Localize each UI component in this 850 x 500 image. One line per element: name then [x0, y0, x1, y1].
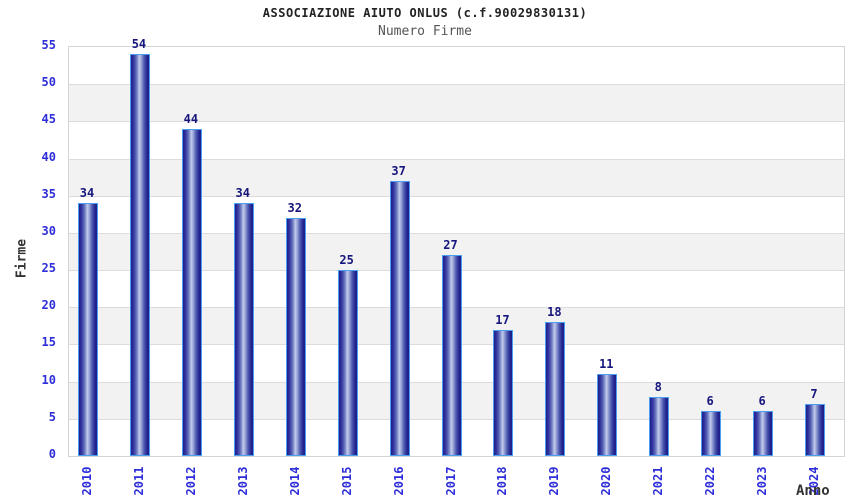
gridline	[69, 158, 844, 160]
x-tick-label-2016: 2016	[391, 466, 406, 496]
bar-2011	[129, 54, 150, 456]
bar-value-2015: 25	[339, 253, 354, 268]
plot-area	[68, 46, 845, 457]
x-tick-label-2020: 2020	[599, 466, 614, 496]
bar-2014	[285, 218, 306, 456]
bar-value-2019: 18	[547, 305, 562, 320]
y-tick-label: 45	[41, 112, 56, 127]
bar-value-2023: 6	[758, 394, 766, 409]
bar-value-2016: 37	[391, 163, 406, 178]
x-tick-label-2012: 2012	[183, 466, 198, 496]
x-tick-label-2018: 2018	[495, 466, 510, 496]
background-band	[69, 84, 844, 122]
bar-2018	[493, 329, 514, 456]
bar-2017	[441, 255, 462, 456]
bar-value-2017: 27	[443, 238, 458, 253]
bar-value-2010: 34	[79, 186, 95, 201]
x-tick-label-2010: 2010	[80, 466, 94, 496]
y-tick-label: 20	[41, 298, 56, 313]
bar-2020	[597, 374, 618, 456]
y-tick-label: 30	[41, 223, 56, 238]
y-tick-label: 35	[41, 186, 56, 201]
bar-value-2013: 34	[235, 186, 250, 201]
bar-value-2018: 17	[495, 312, 510, 327]
x-tick-label-2015: 2015	[339, 466, 354, 496]
x-tick-label-2021: 2021	[651, 466, 666, 496]
bar-2019	[545, 322, 566, 456]
x-tick-label-2013: 2013	[235, 466, 250, 496]
gridline	[69, 232, 844, 234]
y-tick-label: 40	[41, 149, 56, 164]
chart-subtitle: Numero Firme	[378, 24, 472, 39]
bar-2023	[753, 411, 774, 456]
bar-value-2022: 6	[706, 394, 714, 409]
bar-value-2021: 8	[654, 379, 662, 394]
x-tick-label-2022: 2022	[703, 466, 718, 496]
x-tick-label-2017: 2017	[443, 466, 458, 496]
bar-2013	[233, 203, 254, 456]
bar-2022	[701, 411, 722, 456]
y-tick-label: 50	[41, 75, 56, 90]
x-tick-label-2019: 2019	[547, 466, 562, 496]
gridline	[69, 195, 844, 197]
gridline	[69, 121, 844, 123]
y-tick-label: 25	[41, 261, 56, 276]
gridline	[69, 84, 844, 86]
y-tick-label: 5	[48, 409, 56, 424]
x-tick-label-2011: 2011	[131, 466, 146, 496]
bar-value-2020: 11	[599, 357, 614, 372]
bar-2021	[649, 396, 670, 456]
x-tick-label-2023: 2023	[755, 466, 770, 496]
bar-2016	[389, 180, 410, 456]
bar-value-2024: 7	[810, 386, 818, 401]
x-tick-label-2014: 2014	[287, 466, 302, 496]
chart-title: ASSOCIAZIONE AIUTO ONLUS (c.f.9002983013…	[262, 6, 588, 20]
bar-2024	[805, 403, 826, 456]
y-tick-label: 10	[41, 372, 56, 387]
bar-value-2014: 32	[287, 201, 302, 216]
bar-value-2012: 44	[183, 111, 199, 126]
y-tick-label: 0	[48, 447, 56, 461]
bar-2010	[78, 203, 98, 456]
y-tick-label: 55	[41, 38, 56, 52]
bar-2015	[337, 270, 358, 456]
bar-value-2011: 54	[131, 37, 147, 52]
x-axis-title: Anno	[796, 483, 830, 499]
y-tick-label: 15	[41, 335, 56, 350]
bar-2012	[181, 128, 202, 456]
